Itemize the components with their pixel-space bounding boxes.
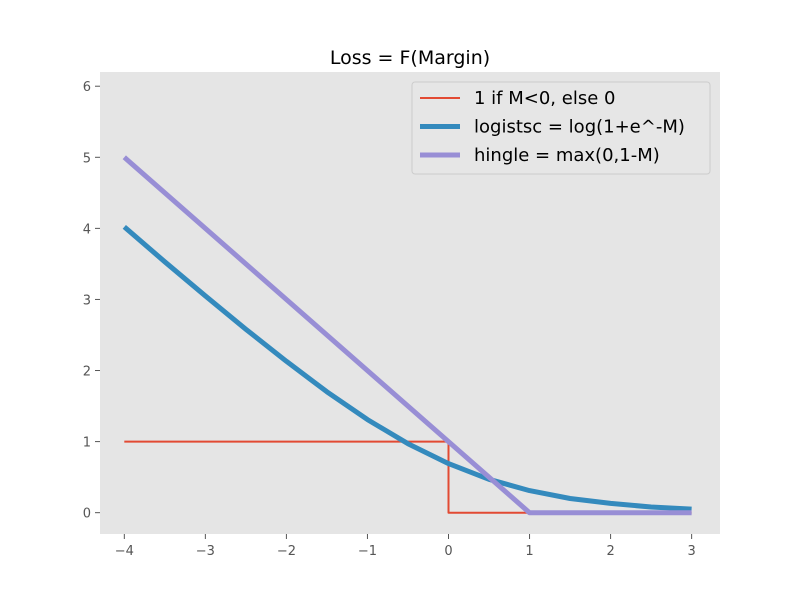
x-tick-label: −3 (196, 544, 215, 559)
x-tick-label: 1 (525, 544, 533, 559)
y-tick-label: 1 (83, 436, 91, 451)
y-tick-label: 6 (83, 80, 91, 95)
y-tick-label: 3 (83, 293, 91, 308)
hinge-loss-line (122, 155, 692, 516)
x-axis-ticks: −4 −3 −2 −1 0 1 2 3 (115, 534, 696, 559)
x-tick-label: 3 (687, 544, 695, 559)
legend-label: 1 if M<0, else 0 (474, 88, 615, 109)
x-tick-label: −1 (358, 544, 377, 559)
y-axis-ticks: 0 1 2 3 4 5 6 (83, 80, 100, 522)
y-tick-label: 0 (83, 507, 91, 522)
chart-title: Loss = F(Margin) (330, 47, 490, 69)
legend-label: logistsc = log(1+e^-M) (474, 117, 685, 138)
legend-box (411, 81, 711, 175)
y-tick-label: 5 (83, 151, 91, 166)
series-layer (122, 155, 692, 516)
x-tick-label: −2 (277, 544, 296, 559)
x-tick-label: 2 (606, 544, 614, 559)
y-tick-label: 2 (83, 365, 91, 380)
logistic-loss-line (122, 225, 692, 512)
x-tick-label: −4 (115, 544, 134, 559)
legend: 1 if M<0, else 0 logistsc = log(1+e^-M) hi… (411, 81, 711, 175)
legend-label: hingle = max(0,1-M) (474, 145, 660, 166)
y-tick-label: 4 (83, 222, 91, 237)
x-tick-label: 0 (444, 544, 452, 559)
